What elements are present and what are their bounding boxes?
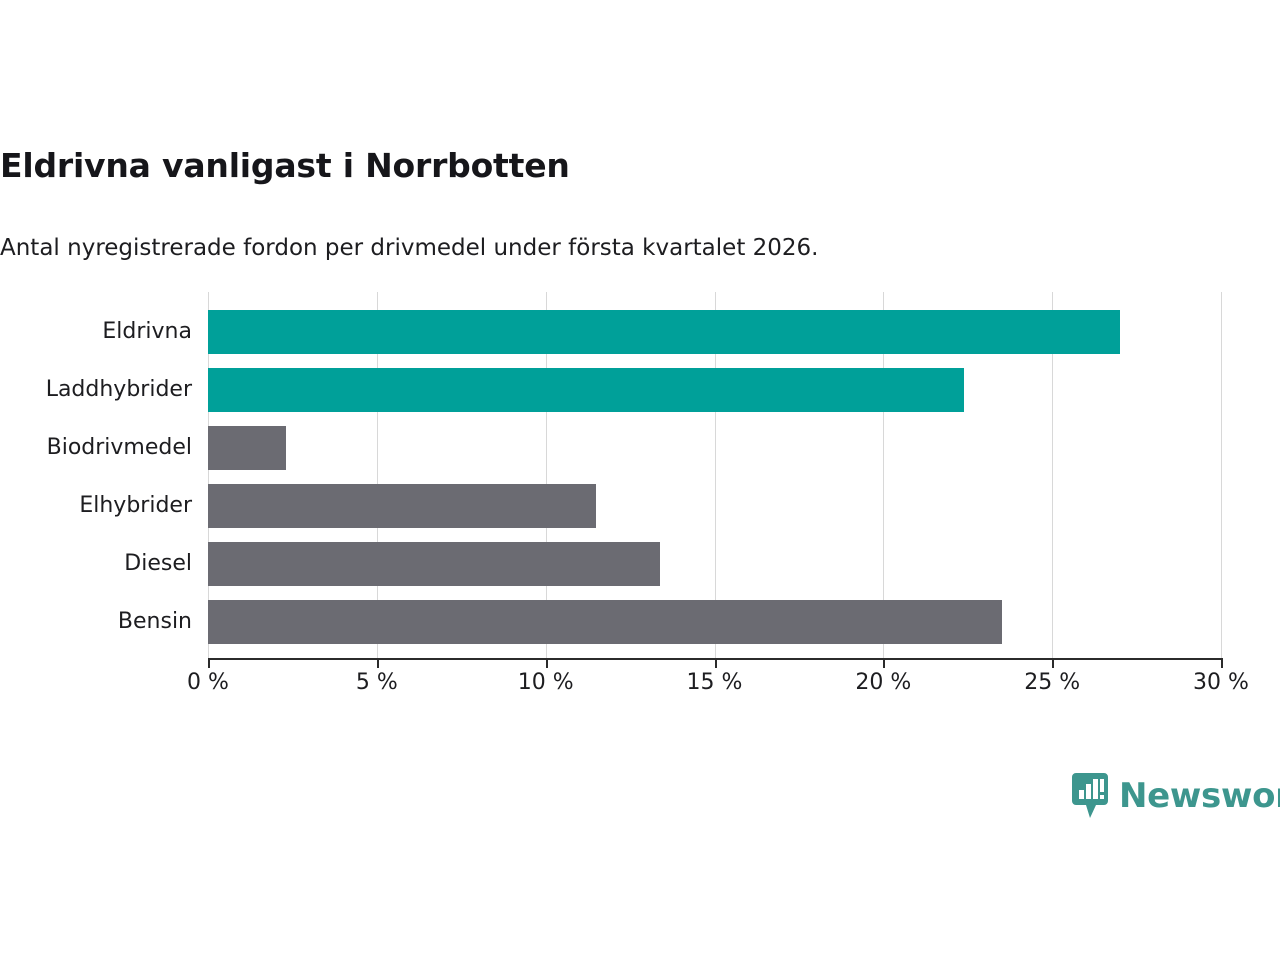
x-axis-tick <box>1221 658 1223 668</box>
y-axis-label: Elhybrider <box>79 493 192 518</box>
y-axis-label: Bensin <box>117 609 192 634</box>
x-axis-tick <box>376 658 379 668</box>
bar-series <box>208 292 1221 658</box>
gridline <box>1221 292 1222 658</box>
plot-area <box>208 292 1222 658</box>
bar-fill <box>208 368 965 412</box>
bar-fill <box>208 600 1002 644</box>
x-axis-tick-label: 0 % <box>187 670 229 695</box>
x-axis-tick <box>208 658 210 668</box>
y-axis-label: Eldrivna <box>102 319 192 344</box>
y-axis-label: Diesel <box>124 551 192 576</box>
y-axis-labels: Eldrivna Laddhybrider Biodrivmedel Elhybrid… <box>0 292 192 658</box>
bar[interactable] <box>208 310 1120 354</box>
gridline <box>545 292 547 658</box>
bar[interactable] <box>208 600 1002 644</box>
x-axis-tick-label: 15 % <box>686 670 743 695</box>
bar[interactable] <box>208 542 661 586</box>
x-axis-tick-label: 25 % <box>1024 670 1081 695</box>
bar[interactable] <box>208 426 286 470</box>
x-axis-tick-label: 20 % <box>855 670 912 695</box>
logo-wordmark: Newsworthy <box>1119 776 1280 816</box>
x-axis-tick-label: 5 % <box>355 670 398 695</box>
gridline <box>714 292 716 658</box>
bar[interactable] <box>208 368 965 412</box>
bar[interactable] <box>208 484 597 528</box>
gridline <box>376 292 378 658</box>
gridline <box>1052 292 1054 658</box>
gridline <box>208 292 209 658</box>
bar-fill <box>208 310 1120 354</box>
gridline <box>883 292 885 658</box>
y-axis-label: Biodrivmedel <box>46 435 192 460</box>
x-axis-tick <box>1052 658 1055 668</box>
gridlines <box>208 292 1222 658</box>
x-axis-tick <box>714 658 717 668</box>
bar-fill <box>208 484 597 528</box>
x-axis-tick <box>883 658 886 668</box>
page-title: Eldrivna vanligast i Norrbotten <box>0 146 570 185</box>
x-axis-tick <box>545 658 548 668</box>
x-axis-tick-label: 30 % <box>1193 670 1249 695</box>
bar-chart-speech-bubble-icon <box>1071 772 1109 820</box>
y-axis-label: Laddhybrider <box>45 377 192 402</box>
bar-fill <box>208 426 286 470</box>
bar-fill <box>208 542 661 586</box>
x-axis-tick-label: 10 % <box>517 670 574 695</box>
newsworthy-logo[interactable]: Newsworthy <box>1071 770 1280 822</box>
chart-subtitle: Antal nyregistrerade fordon per drivmede… <box>0 235 819 261</box>
